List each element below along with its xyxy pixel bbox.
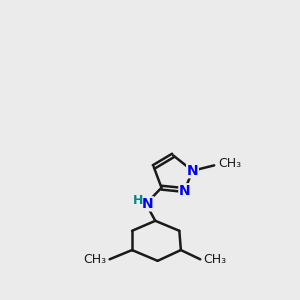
- Text: N: N: [142, 197, 153, 211]
- Text: N: N: [187, 164, 198, 178]
- Text: H: H: [133, 194, 143, 207]
- Text: CH₃: CH₃: [203, 253, 226, 266]
- Text: N: N: [179, 184, 190, 198]
- Text: CH₃: CH₃: [83, 253, 106, 266]
- Text: CH₃: CH₃: [218, 157, 241, 169]
